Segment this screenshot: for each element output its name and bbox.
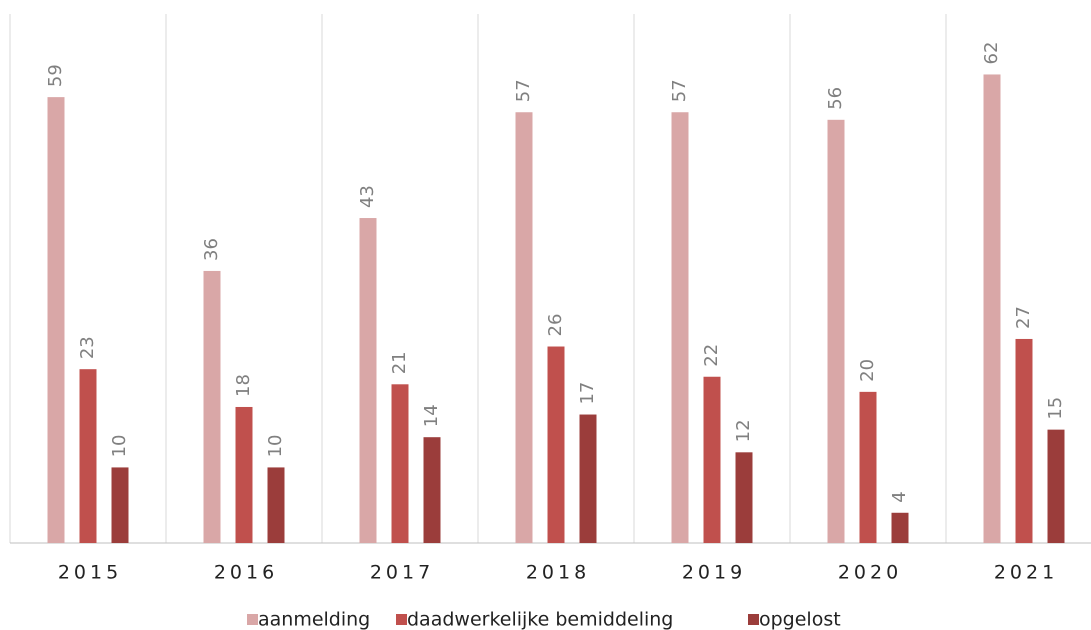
data-label: 57 — [513, 79, 534, 102]
bar — [983, 74, 1001, 543]
x-tick-label: 2015 — [58, 562, 122, 584]
data-label: 27 — [1013, 306, 1034, 329]
bar — [515, 112, 533, 543]
x-tick-label: 2016 — [214, 562, 278, 584]
bar — [111, 467, 129, 543]
bar — [359, 218, 377, 544]
data-label: 10 — [109, 435, 130, 458]
data-label: 17 — [577, 382, 598, 405]
bar — [735, 452, 753, 543]
data-label: 10 — [265, 435, 286, 458]
data-label: 14 — [421, 404, 442, 427]
bar — [547, 346, 565, 543]
x-tick-label: 2017 — [370, 562, 434, 584]
legend-label: daadwerkelijke bemiddeling — [407, 609, 673, 630]
data-label: 15 — [1045, 397, 1066, 420]
data-label: 20 — [857, 359, 878, 382]
bar — [391, 384, 409, 543]
bar — [1047, 429, 1065, 543]
bar — [267, 467, 285, 543]
data-label: 36 — [201, 238, 222, 261]
data-label: 12 — [733, 419, 754, 442]
bar — [203, 270, 221, 543]
legend-label: opgelost — [759, 609, 841, 630]
data-label: 62 — [981, 42, 1002, 65]
x-tick-label: 2020 — [838, 562, 902, 584]
bar — [827, 119, 845, 544]
bar — [579, 414, 597, 543]
legend-swatch — [396, 614, 407, 625]
bar — [859, 391, 877, 543]
bar — [235, 406, 253, 543]
x-tick-label: 2019 — [682, 562, 746, 584]
x-tick-label: 2018 — [526, 562, 590, 584]
data-label: 4 — [889, 491, 910, 502]
bar — [703, 376, 721, 543]
bar — [671, 112, 689, 543]
data-label: 56 — [825, 87, 846, 110]
bar — [47, 97, 65, 543]
bar — [891, 512, 909, 543]
data-label: 21 — [389, 351, 410, 374]
bar — [79, 369, 97, 543]
data-label: 26 — [545, 314, 566, 337]
data-label: 57 — [669, 79, 690, 102]
data-label: 22 — [701, 344, 722, 367]
bar — [423, 437, 441, 543]
data-label: 43 — [357, 185, 378, 208]
legend-swatch — [748, 614, 759, 625]
bar — [1015, 338, 1033, 543]
data-label: 59 — [45, 64, 66, 87]
data-label: 23 — [77, 336, 98, 359]
x-tick-label: 2021 — [994, 562, 1058, 584]
data-label: 18 — [233, 374, 254, 397]
legend-swatch — [247, 614, 258, 625]
legend-label: aanmelding — [258, 609, 370, 630]
